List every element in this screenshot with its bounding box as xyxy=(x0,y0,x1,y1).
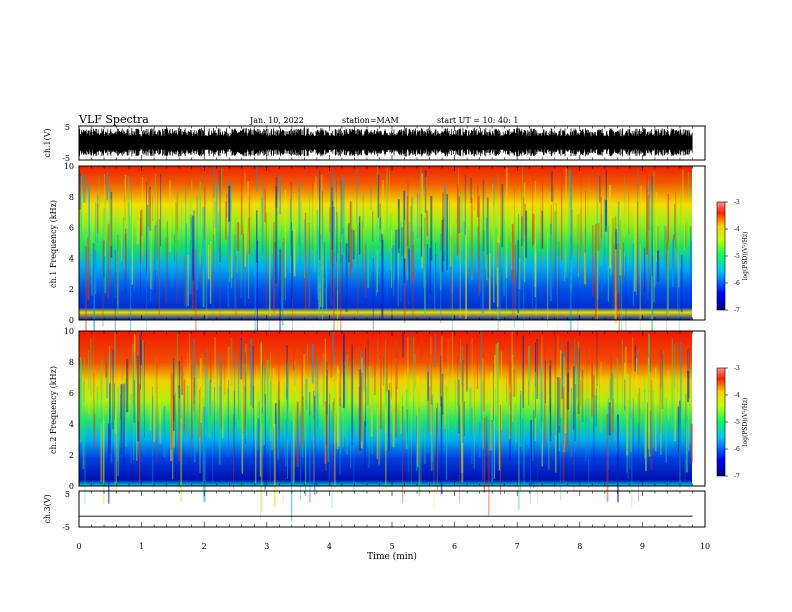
x-axis-label: Time (min) xyxy=(367,551,417,562)
time-axis: 0 1 2 3 4 5 6 7 8 9 10 xyxy=(76,542,710,551)
ch1-colorbar-tick-label: -7 xyxy=(734,307,740,314)
x-tick-label: 5 xyxy=(389,542,394,551)
ch2-spectrogram-ytick: 4 xyxy=(69,420,74,429)
ch1-colorbar-gradient xyxy=(716,201,726,311)
ch2-spectrogram-panel: 0 2 4 6 8 10 ch.2 Frequency (kHz) xyxy=(49,327,706,521)
ch1-spectrogram-panel: 0 2 4 6 8 10 ch.1 Frequency (kHz) xyxy=(49,162,706,352)
ch1-spectrogram-streaks xyxy=(79,166,693,352)
ch1-spectrogram-ylabel: ch.1 Frequency (kHz) xyxy=(49,200,58,288)
ch2-spectrogram-ytick: 6 xyxy=(69,389,74,398)
ch3-waveform-frame xyxy=(78,490,706,528)
start-time-label: start UT = 10: 40: 1 xyxy=(437,116,518,125)
figure-title: VLF Spectra xyxy=(78,113,149,126)
x-tick-label: 2 xyxy=(202,542,207,551)
ch1-spectrogram-ytick: 10 xyxy=(64,162,74,171)
ch1-spectrogram-ytick: 6 xyxy=(69,224,74,233)
ch3-ylabel: ch.3(V) xyxy=(43,494,52,523)
ch2-colorbar-tick-label: -3 xyxy=(734,365,740,372)
x-tick-label: 9 xyxy=(640,542,645,551)
ch1-spectrogram-image xyxy=(79,166,692,320)
ch2-colorbar-tick-label: -5 xyxy=(734,419,740,426)
ch1-ylabel: ch.1(V) xyxy=(43,128,52,157)
ch1-waveform-trace xyxy=(78,127,693,157)
ch2-colorbar-label: log(PSD)(V²/Hz) xyxy=(742,398,749,447)
ch1-spectrogram-ytick: 8 xyxy=(69,193,74,202)
ch2-colorbar-tick-label: -7 xyxy=(734,473,740,480)
ch3-ytick-neg5: -5 xyxy=(62,523,70,532)
ch3-waveform-panel: 5 -5 ch.3(V) xyxy=(43,490,706,532)
ch1-spectrogram-ytick: 4 xyxy=(69,254,74,263)
ch1-colorbar-label: log(PSD)(V²/Hz) xyxy=(742,232,749,281)
ch1-colorbar: -3 -4 -5 -6 -7 log(PSD)(V²/Hz) xyxy=(716,199,749,314)
ch1-colorbar-tick-label: -5 xyxy=(734,253,740,260)
ch1-spectrogram-ytick: 2 xyxy=(69,285,74,294)
ch1-ytick-5: 5 xyxy=(65,123,70,132)
x-tick-label: 10 xyxy=(700,542,710,551)
ch2-colorbar-tick-label: -6 xyxy=(734,446,740,453)
ch1-spectrogram-ytick: 0 xyxy=(69,316,74,325)
ch1-colorbar-tick-label: -3 xyxy=(734,199,740,206)
ch2-spectrogram-streaks xyxy=(79,331,693,521)
x-tick-label: 6 xyxy=(452,542,457,551)
ch2-spectrogram-ytick: 2 xyxy=(69,451,74,460)
x-tick-label: 4 xyxy=(327,542,332,551)
x-tick-label: 0 xyxy=(76,542,81,551)
ch2-colorbar-tick-label: -4 xyxy=(734,392,740,399)
x-tick-label: 3 xyxy=(264,542,269,551)
ch2-spectrogram-ytick: 0 xyxy=(69,482,74,491)
ch2-spectrogram-ytick: 10 xyxy=(64,327,74,336)
station-label: station=MAM xyxy=(342,116,399,125)
ch2-spectrogram-ytick: 8 xyxy=(69,358,74,367)
ch1-colorbar-tick-label: -4 xyxy=(734,226,740,233)
ch3-ytick-5: 5 xyxy=(65,490,70,499)
ch1-ytick-neg5: -5 xyxy=(62,154,70,163)
ch1-colorbar-tick-label: -6 xyxy=(734,280,740,287)
ch2-colorbar-gradient xyxy=(716,367,726,477)
ch2-spectrogram-ylabel: ch.2 Frequency (kHz) xyxy=(49,366,58,454)
ch2-colorbar: -3 -4 -5 -6 -7 log(PSD)(V²/Hz) xyxy=(716,365,749,480)
x-tick-label: 8 xyxy=(577,542,582,551)
date-label: Jan. 10, 2022 xyxy=(249,116,304,125)
x-tick-label: 1 xyxy=(139,542,144,551)
axis-ticks xyxy=(78,126,706,527)
ch1-waveform-panel: 5 -5 ch.1(V) xyxy=(43,123,706,163)
x-tick-label: 7 xyxy=(515,542,520,551)
